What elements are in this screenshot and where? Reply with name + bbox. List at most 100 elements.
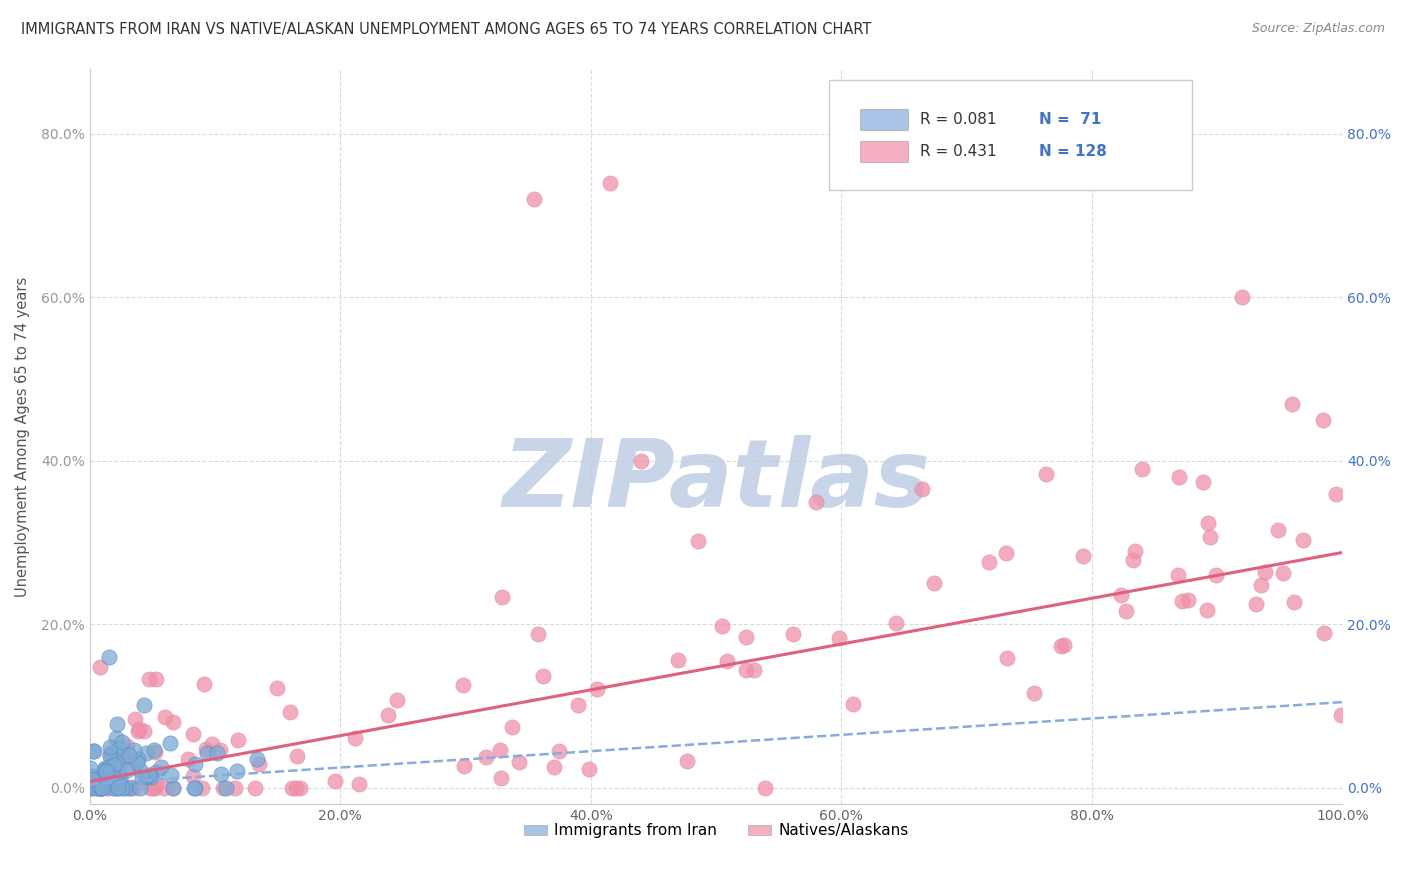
FancyBboxPatch shape	[860, 109, 908, 129]
Point	[488, 742, 510, 756]
Point	[132, 724, 155, 739]
Point	[100, 745, 122, 759]
Text: ZIPatlas: ZIPatlas	[502, 434, 931, 526]
Point	[105, 776, 128, 790]
Point	[716, 654, 738, 668]
Point	[453, 759, 475, 773]
Point	[84, 780, 107, 795]
Point	[114, 780, 136, 795]
Point	[742, 663, 765, 677]
Point	[111, 748, 134, 763]
Point	[82, 773, 104, 788]
Point	[127, 752, 149, 766]
Point	[128, 763, 150, 777]
Point	[111, 752, 134, 766]
Point	[1250, 577, 1272, 591]
Point	[995, 651, 1018, 665]
Point	[1197, 516, 1219, 530]
Point	[162, 780, 184, 795]
Point	[1230, 290, 1253, 304]
Point	[523, 192, 546, 206]
Point	[586, 682, 609, 697]
Point	[385, 693, 408, 707]
Point	[1109, 588, 1132, 602]
Point	[1122, 552, 1144, 566]
Point	[1282, 594, 1305, 608]
Point	[501, 720, 523, 734]
Point	[139, 770, 162, 784]
Point	[98, 764, 121, 778]
Point	[1177, 592, 1199, 607]
Point	[184, 756, 207, 771]
Point	[474, 750, 496, 764]
Point	[143, 780, 166, 795]
Point	[82, 772, 104, 787]
Point	[111, 735, 134, 749]
Point	[806, 495, 828, 509]
Point	[118, 748, 141, 763]
Point	[103, 776, 125, 790]
Point	[215, 780, 238, 795]
Point	[90, 774, 112, 789]
Point	[977, 555, 1000, 569]
Point	[150, 760, 173, 774]
Point	[122, 743, 145, 757]
Point	[323, 774, 346, 789]
Point	[105, 717, 128, 731]
Point	[90, 780, 112, 795]
Point	[91, 780, 114, 795]
Point	[1050, 639, 1073, 653]
Point	[1123, 543, 1146, 558]
Point	[181, 726, 204, 740]
Point	[208, 743, 231, 757]
Point	[675, 755, 697, 769]
Point	[247, 757, 270, 772]
Point	[135, 746, 157, 760]
Point	[194, 742, 217, 756]
Point	[138, 672, 160, 686]
Point	[89, 660, 111, 674]
Point	[107, 756, 129, 771]
Point	[98, 764, 121, 779]
Point	[93, 761, 115, 775]
Point	[129, 780, 152, 795]
Point	[245, 780, 267, 795]
Point	[117, 780, 139, 794]
Point	[89, 780, 111, 795]
Point	[224, 780, 246, 795]
Point	[177, 752, 200, 766]
Point	[86, 780, 108, 795]
Point	[191, 780, 214, 795]
Point	[108, 740, 131, 755]
Point	[225, 764, 247, 778]
Point	[94, 764, 117, 778]
Point	[162, 780, 184, 795]
Point	[97, 774, 120, 789]
Point	[89, 780, 111, 795]
Point	[266, 681, 288, 695]
Point	[145, 672, 167, 686]
Point	[246, 752, 269, 766]
Point	[138, 780, 160, 795]
Point	[211, 780, 233, 795]
Point	[1272, 566, 1295, 581]
Point	[922, 575, 945, 590]
Point	[567, 698, 589, 713]
Point	[1192, 475, 1215, 490]
Point	[1168, 470, 1191, 484]
Point	[87, 773, 110, 788]
Point	[143, 743, 166, 757]
Point	[111, 780, 134, 795]
Point	[547, 744, 569, 758]
Point	[1205, 567, 1227, 582]
Point	[911, 483, 934, 497]
Legend: Immigrants from Iran, Natives/Alaskans: Immigrants from Iran, Natives/Alaskans	[517, 817, 914, 845]
Point	[1171, 594, 1194, 608]
Point	[83, 744, 105, 758]
Text: R = 0.081: R = 0.081	[920, 112, 997, 127]
Point	[508, 755, 530, 769]
Point	[79, 780, 101, 795]
Text: Source: ZipAtlas.com: Source: ZipAtlas.com	[1251, 22, 1385, 36]
Point	[98, 747, 121, 762]
Point	[1022, 686, 1045, 700]
